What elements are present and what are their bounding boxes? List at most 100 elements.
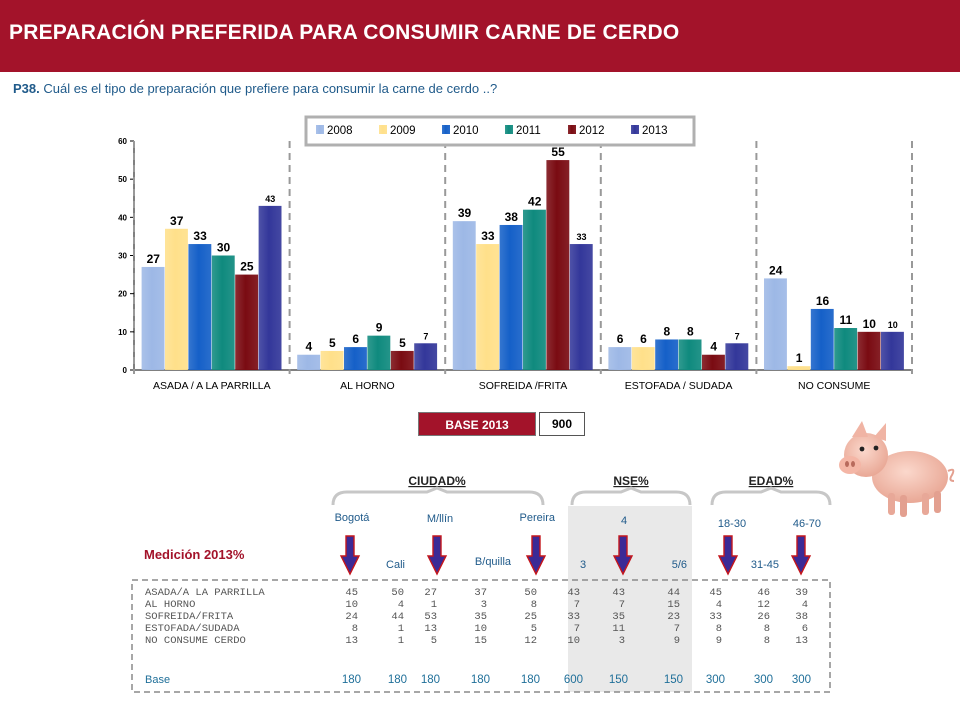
legend-label: 2013 <box>642 125 668 137</box>
table-cell: 15 <box>474 635 487 647</box>
table-cell: 44 <box>667 587 680 599</box>
table-cell: 46 <box>757 587 770 599</box>
base-cell: 180 <box>421 674 440 686</box>
nse-shade <box>568 506 692 692</box>
legend-swatch <box>379 125 387 134</box>
data-label: 8 <box>664 324 671 338</box>
arrow-icon <box>339 535 361 576</box>
title-bar: PREPARACIÓN PREFERIDA PARA CONSUMIR CARN… <box>0 0 960 72</box>
row-label: ASADA/A LA PARRILLA <box>145 587 265 599</box>
row-label: SOFREIDA/FRITA <box>145 611 234 623</box>
table-cell: 10 <box>345 599 358 611</box>
table-cell: 43 <box>612 587 625 599</box>
table-cell: 27 <box>424 587 437 599</box>
data-label: 33 <box>481 229 495 243</box>
table-cell: 11 <box>612 623 625 635</box>
y-tick-label: 10 <box>118 328 127 337</box>
group-header: EDAD% <box>749 474 794 488</box>
bar <box>787 366 811 370</box>
group-bracket <box>570 486 692 506</box>
bar <box>764 278 787 370</box>
y-tick-label: 30 <box>118 252 127 261</box>
legend-label: 2012 <box>579 125 605 137</box>
table-cell: 8 <box>716 623 722 635</box>
base-cell: 150 <box>609 674 628 686</box>
question: P38. Cuál es el tipo de preparación que … <box>13 81 497 96</box>
bar <box>631 347 655 370</box>
page-title: PREPARACIÓN PREFERIDA PARA CONSUMIR CARN… <box>9 21 680 44</box>
table-cell: 10 <box>474 623 487 635</box>
table-cell: 15 <box>667 599 680 611</box>
y-tick-label: 50 <box>118 175 127 184</box>
column-header: B/quilla <box>475 556 512 568</box>
table-cell: 37 <box>474 587 487 599</box>
table-cell: 5 <box>531 623 537 635</box>
x-tick-label: NO CONSUME <box>798 380 870 392</box>
group-header: CIUDAD% <box>408 474 466 488</box>
column-header: 18-30 <box>718 518 746 530</box>
column-header: M/llín <box>427 513 453 525</box>
base-cell: 600 <box>564 674 583 686</box>
table-cell: 8 <box>764 623 770 635</box>
table-cell: 9 <box>716 635 722 647</box>
table-cell: 4 <box>716 599 722 611</box>
base-cell: 180 <box>342 674 361 686</box>
base-cell: 150 <box>664 674 683 686</box>
bar <box>499 224 523 370</box>
base-row-label: Base <box>145 674 170 686</box>
table-cell: 4 <box>398 599 404 611</box>
table-cell: 7 <box>574 599 580 611</box>
data-label: 10 <box>863 317 877 331</box>
table-cell: 8 <box>764 635 770 647</box>
column-header: 46-70 <box>793 518 821 530</box>
table-cell: 13 <box>424 623 437 635</box>
bar <box>810 308 834 370</box>
base-2013-value: 900 <box>539 412 585 436</box>
table-cell: 38 <box>795 611 808 623</box>
table-cell: 4 <box>802 599 808 611</box>
pig-image <box>839 421 955 517</box>
table-cell: 50 <box>391 587 404 599</box>
bar <box>655 339 679 370</box>
bar <box>857 331 881 370</box>
legend-swatch <box>316 125 324 134</box>
table-cell: 33 <box>709 611 722 623</box>
bar <box>523 209 546 370</box>
data-label: 11 <box>840 313 853 327</box>
table-cell: 13 <box>795 635 808 647</box>
data-label: 39 <box>458 206 472 220</box>
bar <box>725 343 749 370</box>
data-label: 37 <box>170 214 184 228</box>
table-cell: 5 <box>431 635 437 647</box>
base-cell: 300 <box>706 674 725 686</box>
column-header: 3 <box>580 559 586 571</box>
bar <box>235 274 259 370</box>
table-cell: 1 <box>431 599 437 611</box>
arrow-icon <box>525 535 547 576</box>
arrow-icon <box>790 535 812 576</box>
question-text: Cuál es el tipo de preparación que prefi… <box>43 81 498 96</box>
x-tick-label: SOFREIDA /FRITA <box>479 380 567 392</box>
bar <box>702 354 725 370</box>
x-tick-label: AL HORNO <box>340 380 394 392</box>
table-cell: 1 <box>398 623 404 635</box>
group-bracket <box>710 486 832 506</box>
column-header: 5/6 <box>672 559 687 571</box>
bar <box>297 354 321 370</box>
table-cell: 3 <box>481 599 487 611</box>
bar <box>881 331 904 370</box>
legend-swatch <box>568 125 576 134</box>
table-frame <box>131 579 831 693</box>
group-header: NSE% <box>613 474 649 488</box>
data-label: 6 <box>640 332 647 346</box>
bar <box>608 347 632 370</box>
y-tick-label: 20 <box>118 290 127 299</box>
table-cell: 39 <box>795 587 808 599</box>
data-label: 6 <box>352 332 359 346</box>
legend-swatch <box>442 125 450 134</box>
arrow-icon <box>717 535 739 576</box>
group-bracket <box>331 486 545 506</box>
data-label: 33 <box>193 229 207 243</box>
data-label: 38 <box>505 210 519 224</box>
x-tick-label: ESTOFADA / SUDADA <box>625 380 733 392</box>
